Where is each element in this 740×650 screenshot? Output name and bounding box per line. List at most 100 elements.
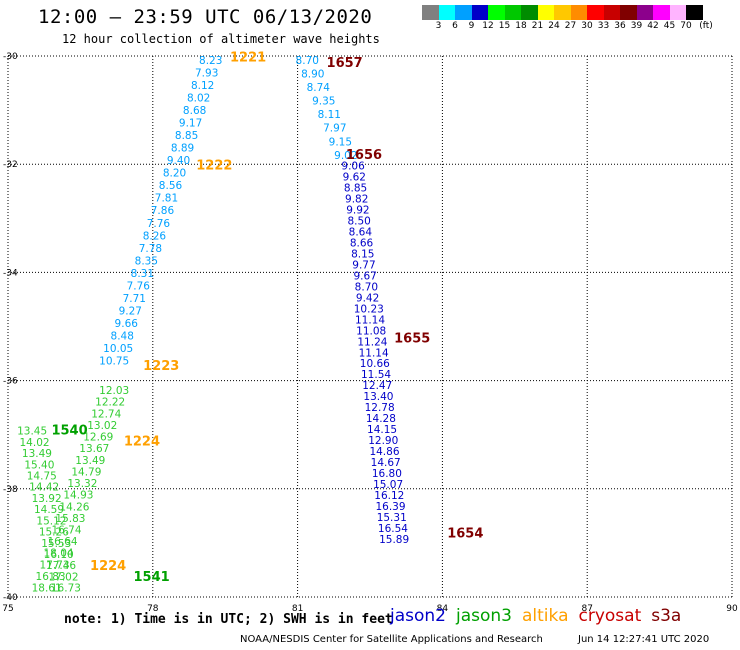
scale-swatch — [669, 5, 686, 20]
wave-height-value: 14.86 — [369, 446, 399, 458]
scale-swatch — [537, 5, 554, 20]
legend-entry: jason2 — [390, 606, 446, 626]
wave-height-value: 8.50 — [347, 216, 370, 228]
wave-height-value: 12.74 — [91, 408, 121, 420]
wave-height-value: 13.02 — [87, 420, 117, 432]
scale-unit: (ft) — [699, 21, 713, 31]
scale-label: 45 — [663, 21, 676, 31]
time-label: 1222 — [196, 159, 232, 174]
scale-label: 30 — [581, 21, 593, 31]
scale-label: 15 — [498, 21, 511, 31]
x-tick-label: 90 — [726, 604, 738, 614]
wave-height-value: 16.74 — [51, 525, 81, 537]
y-tick-label: -40 — [3, 593, 18, 603]
legend-entry: jason3 — [456, 606, 512, 626]
wave-height-value: 8.70 — [355, 281, 378, 293]
wave-height-value: 16.64 — [47, 536, 77, 548]
scale-swatch — [587, 5, 604, 20]
legend-entry: s3a — [651, 606, 682, 626]
wave-height-value: 14.79 — [71, 466, 101, 478]
scale-swatch — [620, 5, 637, 20]
wave-height-value: 13.49 — [22, 448, 52, 460]
scale-swatch — [438, 5, 455, 20]
scale-label: 6 — [452, 21, 458, 31]
wave-height-value: 7.76 — [127, 280, 151, 292]
scale-label: 18 — [515, 21, 527, 31]
scale-label: 24 — [548, 21, 560, 31]
wave-height-value: 16.54 — [378, 523, 408, 535]
wave-height-value: 16.12 — [374, 490, 404, 502]
scale-swatch — [422, 5, 439, 20]
wave-height-value: 13.45 — [17, 426, 47, 438]
wave-height-value: 14.15 — [367, 424, 397, 436]
wave-height-value: 10.75 — [99, 355, 129, 367]
wave-height-value: 10.66 — [360, 358, 390, 370]
scale-label: 36 — [614, 21, 626, 31]
wave-height-value: 14.75 — [27, 471, 57, 483]
wave-height-value: 18.04 — [44, 548, 74, 560]
wave-height-value: 16.39 — [375, 501, 405, 513]
wave-height-value: 17.46 — [46, 560, 76, 572]
scale-swatch — [636, 5, 653, 20]
wave-height-value: 14.93 — [63, 490, 93, 502]
scale-label: 27 — [564, 21, 577, 31]
wave-height-value: 12.47 — [362, 380, 392, 392]
wave-height-value: 16.83 — [36, 571, 66, 583]
wave-height-value: 8.12 — [191, 80, 214, 92]
wave-height-value: 16.80 — [372, 468, 402, 480]
x-tick-label: 87 — [581, 604, 592, 614]
wave-height-value: 9.67 — [353, 270, 376, 282]
wave-height-value: 12.03 — [99, 385, 129, 397]
wave-height-value: 13.40 — [363, 391, 393, 403]
wave-height-value: 13.32 — [67, 478, 97, 490]
time-label: 1657 — [327, 56, 363, 71]
wave-height-value: 8.15 — [351, 248, 374, 260]
time-label: 1656 — [346, 148, 382, 163]
time-label: 1655 — [394, 332, 430, 347]
wave-height-value: 7.97 — [323, 123, 346, 135]
wave-height-value: 11.14 — [359, 347, 389, 359]
chart-title: 12:00 — 23:59 UTC 06/13/2020 — [38, 6, 373, 28]
wave-height-value: 8.85 — [175, 130, 198, 142]
wave-height-value: 9.62 — [343, 172, 366, 184]
scale-swatch — [554, 5, 571, 20]
scale-label: 3 — [435, 21, 442, 31]
wave-height-value: 15.31 — [377, 512, 407, 524]
wave-height-value: 10.23 — [354, 303, 384, 315]
satellite-legend: jason2 jason3 altika cryosat s3a — [390, 606, 691, 626]
wave-height-value: 9.82 — [345, 194, 368, 206]
wave-height-value: 8.85 — [344, 183, 367, 195]
wave-height-value: 9.06 — [341, 161, 365, 173]
scale-label: 39 — [630, 21, 643, 31]
wave-height-value: 14.59 — [34, 504, 64, 516]
time-label: 1541 — [133, 570, 169, 585]
color-scale — [422, 5, 703, 20]
wave-height-value: 8.66 — [350, 237, 374, 249]
wave-height-value: 11.54 — [361, 369, 391, 381]
y-tick-label: -38 — [3, 485, 18, 495]
chart-subtitle: 12 hour collection of altimeter wave hei… — [62, 32, 380, 46]
wave-height-value: 8.23 — [199, 55, 222, 67]
scale-swatch — [653, 5, 670, 20]
wave-height-value: 8.11 — [318, 109, 341, 121]
time-label: 1224 — [90, 559, 126, 574]
wave-height-value: 15.40 — [24, 459, 54, 471]
wave-height-value: 8.90 — [301, 69, 324, 81]
scale-label: 70 — [680, 21, 692, 31]
wave-height-value: 14.67 — [371, 457, 401, 469]
wave-height-value: 11.14 — [355, 314, 385, 326]
wave-height-value: 13.67 — [79, 443, 109, 455]
y-tick-label: -36 — [3, 377, 18, 387]
wave-height-value: 8.48 — [111, 330, 134, 342]
wave-height-value: 14.26 — [59, 501, 89, 513]
wave-height-value: 9.35 — [312, 96, 335, 108]
wave-height-value: 9.15 — [329, 136, 352, 148]
scale-label: 12 — [482, 21, 494, 31]
wave-height-value: 11.24 — [357, 336, 387, 348]
wave-height-value: 7.81 — [155, 193, 178, 205]
time-label: 1221 — [230, 50, 266, 65]
time-label: 1540 — [51, 424, 87, 439]
wave-height-value: 7.86 — [151, 205, 175, 217]
wave-height-value: 12.69 — [83, 432, 113, 444]
